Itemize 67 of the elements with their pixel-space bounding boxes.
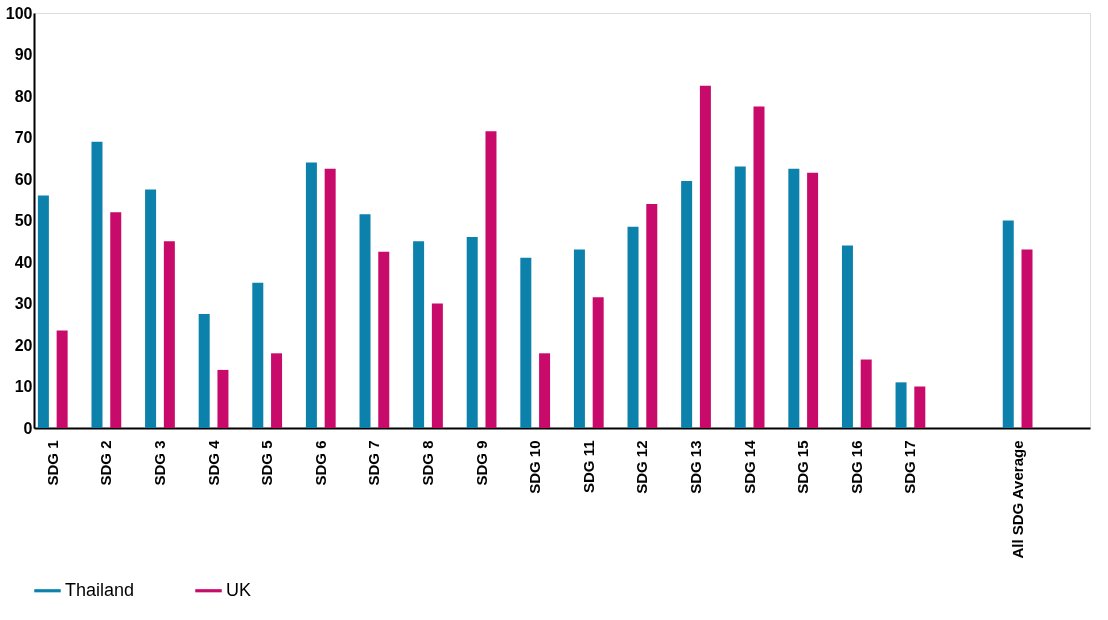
x-tick-label: SDG 5 [258,440,276,486]
bar [110,212,122,428]
legend-label: Thailand [65,579,135,600]
y-tick-label: 0 [23,419,33,437]
y-tick-label: 20 [14,336,33,354]
y-tick-label: 30 [14,295,33,312]
x-tick-label: SDG 17 [901,440,919,494]
x-tick-label: SDG 6 [311,440,329,486]
bar [145,189,157,428]
bar [485,131,497,428]
bar [378,251,390,428]
bar [895,382,907,428]
x-tick-label: SDG 4 [204,439,222,486]
x-tick-label: SDG 2 [97,440,115,486]
bar [252,282,264,428]
bar [91,141,103,428]
y-tick-label: 100 [5,4,33,22]
bar [163,241,175,428]
y-tick-label: 40 [14,253,33,271]
legend-label: UK [226,579,252,600]
x-tick-label: SDG 15 [794,440,812,494]
bar [627,226,639,428]
y-tick-label: 10 [14,378,33,395]
y-tick-label: 60 [14,170,33,188]
bar [699,85,711,428]
x-tick-label: SDG 9 [472,440,490,486]
bar [592,297,604,428]
bar [324,168,336,428]
x-tick-label: All SDG Average [1008,440,1026,559]
bar [271,353,283,428]
y-tick-label: 80 [14,87,33,105]
bar [56,330,68,428]
y-tick-label: 50 [14,212,33,229]
bar [681,181,693,428]
bar [807,172,819,428]
bar [573,249,585,428]
bar [753,106,765,428]
x-tick-label: SDG 16 [847,440,865,494]
bar [359,214,371,428]
x-tick-label: SDG 11 [579,440,597,494]
bar [431,303,443,428]
bar [37,195,49,428]
bar [841,245,853,428]
y-tick-label: 70 [14,129,33,146]
x-tick-label: SDG 13 [687,440,705,494]
x-tick-label: SDG 10 [526,440,544,494]
bar [413,241,425,428]
x-tick-label: SDG 3 [150,440,168,486]
y-tick-label: 90 [14,46,33,63]
x-tick-label: SDG 1 [43,440,61,486]
bar [1021,249,1033,428]
x-tick-label: SDG 14 [740,439,758,494]
bar [539,353,551,428]
bar [1002,220,1014,428]
bar [914,386,926,428]
x-tick-label: SDG 8 [418,440,436,486]
bar [788,168,800,428]
bar [466,237,478,428]
bar [520,257,532,428]
bar [646,203,658,428]
bar [734,166,746,428]
bar [198,313,210,428]
bar [860,359,872,428]
x-tick-label: SDG 12 [633,440,651,494]
bar [305,162,317,428]
x-tick-label: SDG 7 [365,440,383,486]
bar [217,369,229,428]
